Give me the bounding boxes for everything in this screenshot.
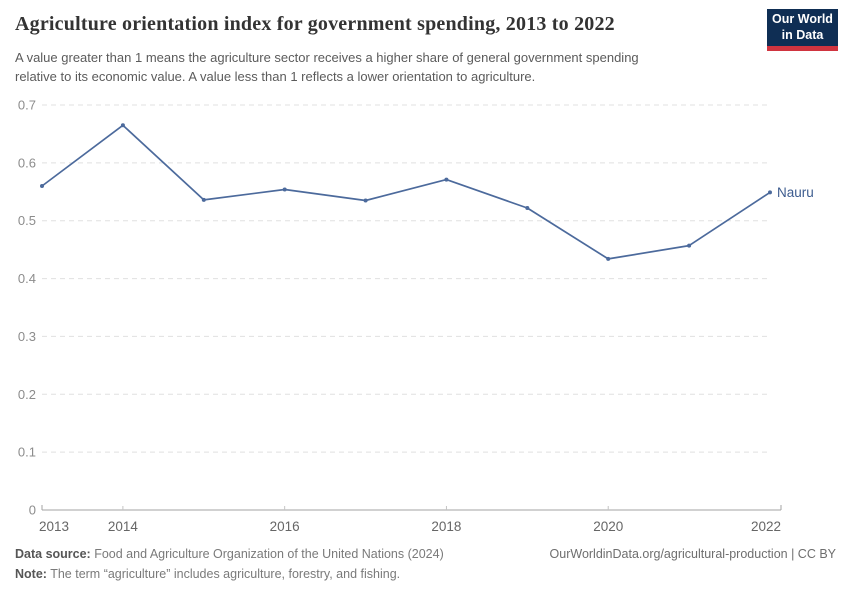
- svg-text:0.1: 0.1: [18, 445, 36, 460]
- svg-text:0.7: 0.7: [18, 98, 36, 113]
- owid-link[interactable]: OurWorldinData.org/agricultural-producti…: [549, 547, 836, 561]
- svg-text:2022: 2022: [751, 519, 781, 534]
- chart-title: Agriculture orientation index for govern…: [15, 13, 615, 35]
- svg-text:0.4: 0.4: [18, 271, 36, 286]
- data-points: [40, 123, 772, 261]
- svg-text:2020: 2020: [593, 519, 623, 534]
- svg-text:2018: 2018: [431, 519, 461, 534]
- owid-logo: Our World in Data: [767, 9, 838, 51]
- data-line: [41, 124, 771, 260]
- svg-text:0.3: 0.3: [18, 329, 36, 344]
- x-axis-labels: 2013 2014 2016 2018 2020 2022: [39, 519, 781, 534]
- owid-logo-line2: in Data: [781, 27, 824, 42]
- svg-text:0.2: 0.2: [18, 387, 36, 402]
- svg-text:0: 0: [29, 503, 36, 518]
- owid-logo-line1: Our World: [772, 11, 833, 26]
- svg-text:2014: 2014: [108, 519, 139, 534]
- note-label: Note:: [15, 567, 47, 581]
- chart-subtitle: A value greater than 1 means the agricul…: [15, 49, 755, 87]
- note-line: Note: The term “agriculture” includes ag…: [15, 567, 400, 581]
- data-source-text: Food and Agriculture Organization of the…: [94, 547, 444, 561]
- chart-subtitle-line2: relative to its economic value. A value …: [15, 68, 536, 84]
- data-source-label: Data source:: [15, 547, 91, 561]
- svg-text:2016: 2016: [270, 519, 300, 534]
- svg-text:2013: 2013: [39, 519, 69, 534]
- svg-text:0.5: 0.5: [18, 213, 36, 228]
- data-source-line: Data source: Food and Agriculture Organi…: [15, 547, 444, 561]
- svg-text:0.6: 0.6: [18, 155, 36, 170]
- y-gridlines: [42, 104, 770, 453]
- x-axis: [41, 505, 782, 511]
- chart-subtitle-line1: A value greater than 1 means the agricul…: [15, 50, 639, 65]
- series-end-label: Nauru: [777, 185, 814, 200]
- y-axis-labels: 0 0.1 0.2 0.3 0.4 0.5 0.6 0.7: [18, 98, 36, 518]
- note-text: The term “agriculture” includes agricult…: [50, 567, 401, 581]
